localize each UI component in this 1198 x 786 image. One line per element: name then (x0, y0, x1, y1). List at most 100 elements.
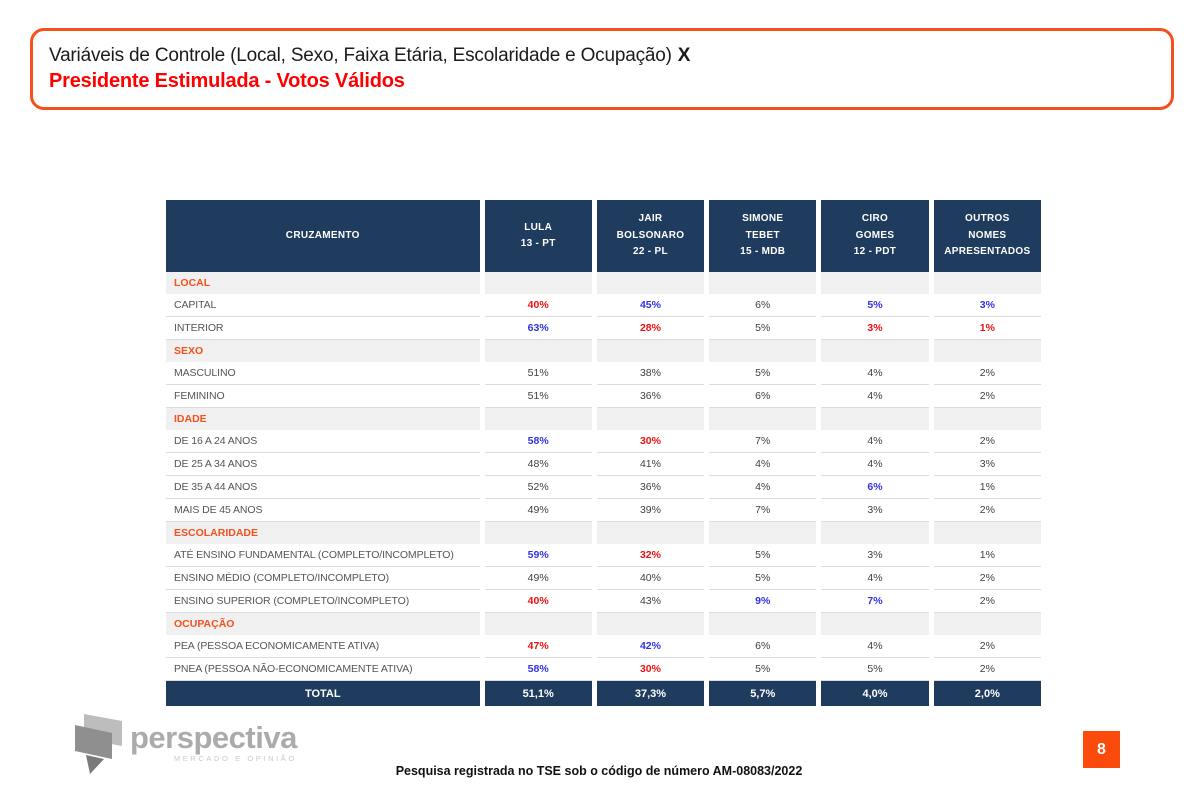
crosstab-table-wrap: CRUZAMENTO LULA 13 - PT JAIR BOLSONARO 22 - P… (166, 200, 1041, 706)
value-text: 2% (979, 504, 995, 516)
table-row: PEA (PESSOA ECONOMICAMENTE ATIVA) 47% 42% 6… (166, 635, 1041, 658)
value-text: 5% (867, 299, 883, 311)
value-text: 4% (867, 435, 883, 447)
total-label: TOTAL (166, 681, 480, 706)
value-text: 59% (527, 549, 549, 561)
table-row: DE 16 A 24 ANOS 58% 30% 7% 4% 2% (166, 430, 1041, 453)
value-cell: 40% (484, 590, 592, 613)
row-label: PNEA (PESSOA NÃO-ECONOMICAMENTE ATIVA) (166, 658, 480, 681)
column-header-candidate-4: OUTROS NOMES APRESENTADOS (933, 200, 1041, 272)
value-cell: 2% (933, 658, 1041, 681)
value-cell: 9% (709, 590, 817, 613)
column-header-line: TEBET (745, 229, 780, 241)
section-filler-cell (484, 340, 592, 362)
value-cell: 5% (709, 544, 817, 567)
row-label: MAIS DE 45 ANOS (166, 499, 480, 522)
row-label: CAPITAL (166, 294, 480, 317)
value-cell: 59% (484, 544, 592, 567)
section-filler-cell (484, 522, 592, 544)
logo-wordmark: perspectiva (130, 720, 297, 755)
value-cell: 45% (596, 294, 705, 317)
column-header-line: 13 - PT (520, 238, 556, 249)
value-cell: 51% (484, 362, 592, 385)
perspectiva-logo: perspectiva MERCADO E OPINIÃO (72, 714, 297, 774)
column-header-line: LULA (524, 221, 553, 233)
value-cell: 58% (484, 430, 592, 453)
total-value-cell: 37,3% (596, 681, 705, 706)
value-text: 39% (639, 504, 661, 516)
section-filler-cell (933, 272, 1041, 294)
section-filler-cell (709, 340, 817, 362)
value-cell: 7% (821, 590, 929, 613)
header-row: CRUZAMENTO LULA 13 - PT JAIR BOLSONARO 22 - P… (166, 200, 1041, 272)
value-text: 3% (979, 299, 995, 311)
value-cell: 58% (484, 658, 592, 681)
value-cell: 2% (933, 499, 1041, 522)
value-text: 2% (979, 367, 995, 379)
value-text: 2% (979, 435, 995, 447)
section-filler-cell (821, 272, 929, 294)
value-cell: 3% (821, 317, 929, 340)
table-row: CAPITAL 40% 45% 6% 5% 3% (166, 294, 1041, 317)
column-header-candidate-3: CIRO GOMES 12 - PDT (821, 200, 929, 272)
value-cell: 49% (484, 499, 592, 522)
section-filler-cell (484, 613, 592, 635)
logo-text: perspectiva MERCADO E OPINIÃO (130, 722, 297, 763)
value-text: 1% (979, 322, 995, 334)
value-cell: 4% (821, 567, 929, 590)
value-text: 9% (755, 595, 771, 607)
title-line1: Variáveis de Controle (Local, Sexo, Faix… (49, 45, 1155, 67)
table-row: MAIS DE 45 ANOS 49% 39% 7% 3% 2% (166, 499, 1041, 522)
row-label: INTERIOR (166, 317, 480, 340)
value-text: 47% (527, 640, 549, 652)
value-cell: 2% (933, 430, 1041, 453)
value-text: 5% (755, 549, 771, 561)
column-header-line: 22 - PL (633, 246, 668, 258)
perspectiva-logo-icon (75, 714, 122, 774)
row-label: MASCULINO (166, 362, 480, 385)
section-filler-cell (596, 408, 705, 430)
value-text: 2% (979, 572, 995, 584)
section-filler-cell (596, 340, 705, 362)
value-text: 40% (527, 299, 549, 311)
table-row: DE 35 A 44 ANOS 52% 36% 4% 6% 1% (166, 476, 1041, 499)
value-text: 6% (755, 640, 771, 652)
value-cell: 6% (709, 385, 817, 408)
section-filler-cell (596, 613, 705, 635)
title-box: Variáveis de Controle (Local, Sexo, Faix… (30, 28, 1174, 110)
title-x-suffix: X (677, 45, 691, 66)
value-text: 38% (639, 367, 661, 379)
value-text: 2% (979, 595, 995, 607)
value-cell: 1% (933, 476, 1041, 499)
table-body: LOCAL CAPITAL 40% 45% 6% 5% 3% INTERIOR 63% 28% 5%… (166, 272, 1041, 706)
value-cell: 32% (596, 544, 705, 567)
logo-tagline: MERCADO E OPINIÃO (173, 754, 297, 763)
value-text: 30% (639, 663, 661, 675)
section-filler-cell (484, 408, 592, 430)
title-text: Variáveis de Controle (Local, Sexo, Faix… (49, 45, 672, 66)
section-label: LOCAL (166, 272, 480, 294)
value-text: 4% (867, 640, 883, 652)
table-row: DE 25 A 34 ANOS 48% 41% 4% 4% 3% (166, 453, 1041, 476)
table-row: ATÉ ENSINO FUNDAMENTAL (COMPLETO/INCOMPL… (166, 544, 1041, 567)
section-filler-cell (709, 522, 817, 544)
value-text: 36% (639, 481, 661, 493)
column-header-line: 15 - MDB (740, 246, 786, 258)
section-label: SEXO (166, 340, 480, 362)
value-text: 40% (527, 595, 549, 607)
value-text: 4% (755, 481, 771, 493)
value-text: 32% (639, 549, 661, 561)
value-cell: 3% (821, 499, 929, 522)
value-text: 3% (867, 504, 883, 516)
value-cell: 2% (933, 590, 1041, 613)
value-text: 4% (867, 367, 883, 379)
value-cell: 40% (484, 294, 592, 317)
section-header-row: IDADE (166, 408, 1041, 430)
value-cell: 38% (596, 362, 705, 385)
value-text: 5% (755, 663, 771, 675)
value-text: 2% (979, 640, 995, 652)
value-text: 49% (527, 504, 549, 516)
value-text: 4% (867, 458, 883, 470)
value-text: 6% (867, 481, 883, 493)
